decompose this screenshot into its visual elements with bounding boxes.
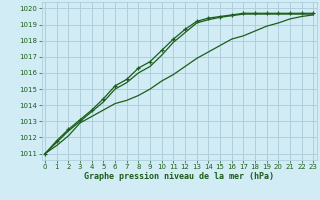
X-axis label: Graphe pression niveau de la mer (hPa): Graphe pression niveau de la mer (hPa) [84,172,274,181]
